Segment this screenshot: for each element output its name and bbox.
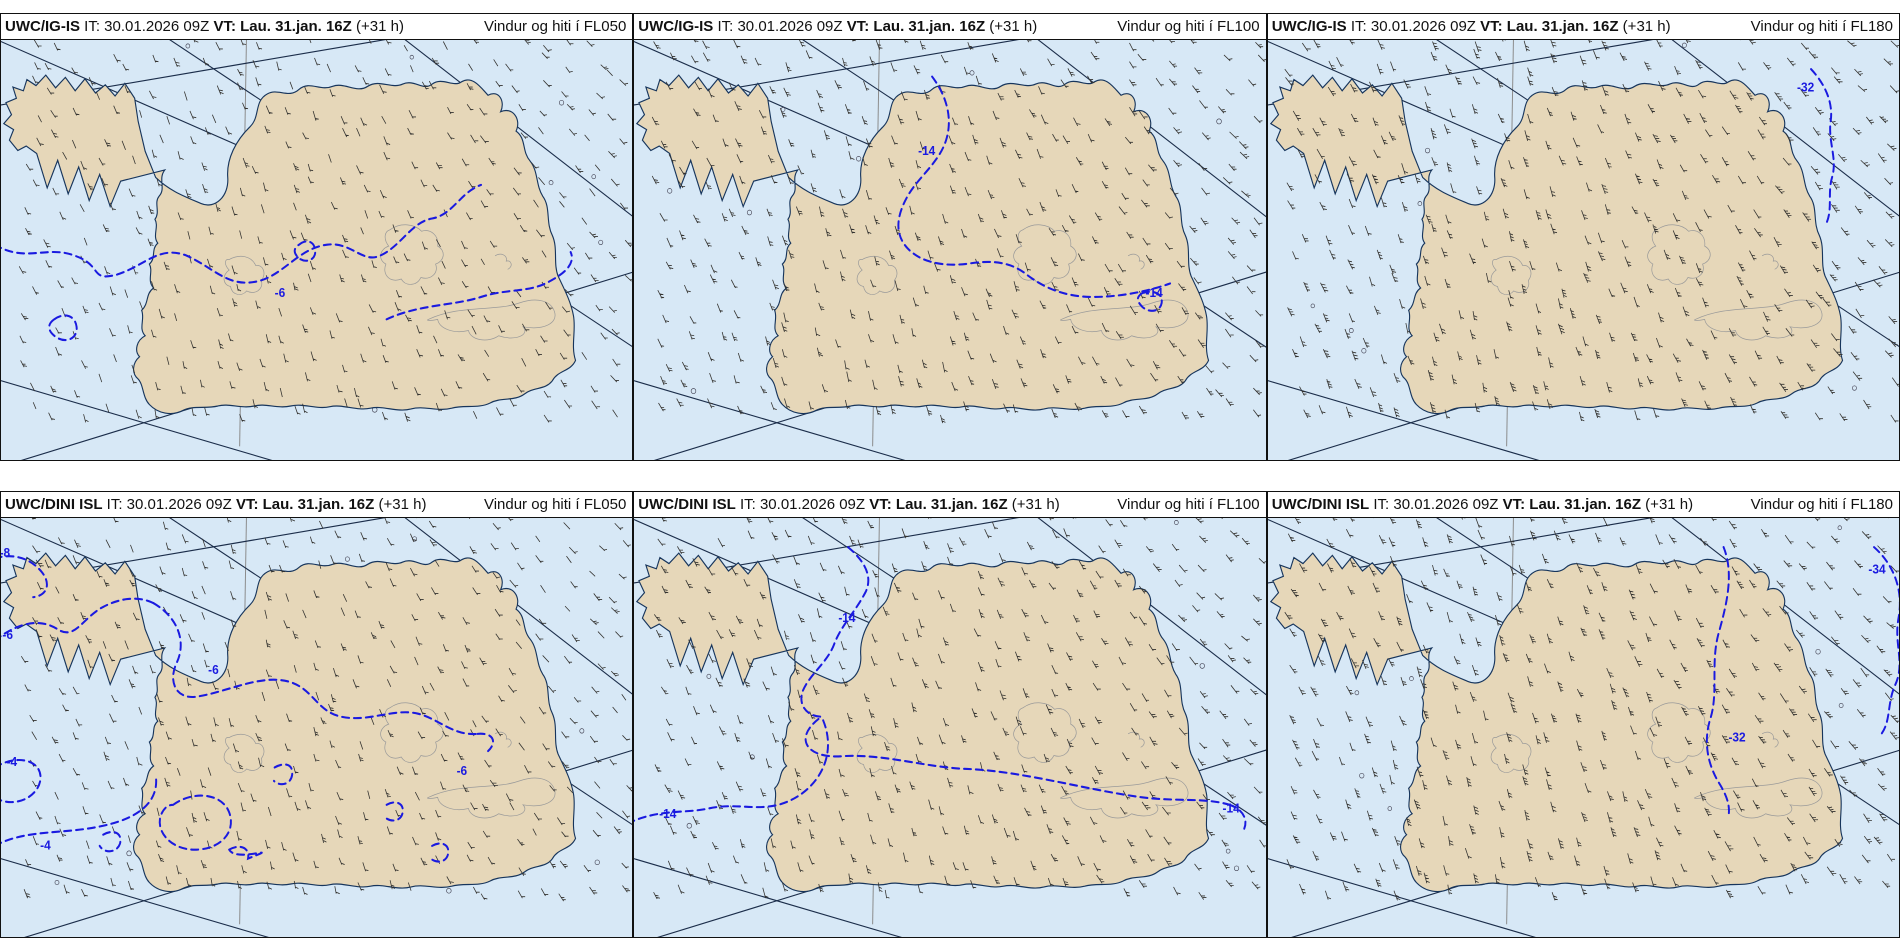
svg-text:-32: -32 [1797, 80, 1814, 94]
svg-text:-6: -6 [275, 286, 286, 300]
svg-text:-14: -14 [659, 807, 676, 821]
svg-text:-14: -14 [1146, 286, 1163, 300]
svg-text:-14: -14 [839, 610, 856, 624]
svg-text:-34: -34 [1868, 562, 1885, 576]
svg-text:-32: -32 [1728, 730, 1745, 744]
svg-text:-6: -6 [208, 663, 219, 677]
svg-text:-14: -14 [918, 144, 935, 158]
svg-text:-14: -14 [1223, 801, 1240, 815]
svg-text:-6: -6 [2, 628, 13, 642]
svg-text:-8: -8 [1, 545, 10, 559]
svg-text:-6: -6 [457, 764, 468, 778]
svg-text:-4: -4 [40, 838, 51, 852]
svg-text:-4: -4 [7, 755, 18, 769]
